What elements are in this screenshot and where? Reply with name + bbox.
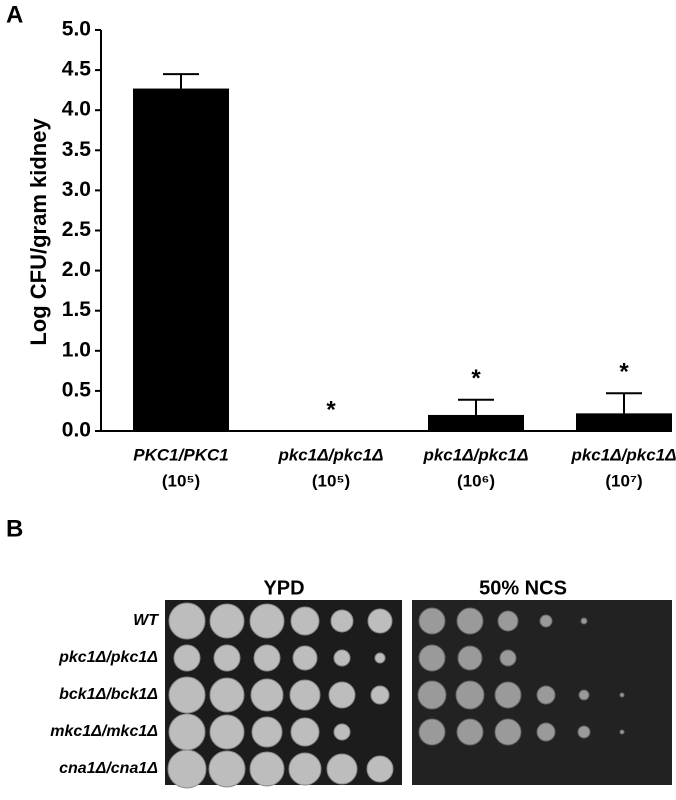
spot [289, 679, 321, 711]
spot [370, 685, 390, 705]
spots [167, 602, 625, 789]
spot [209, 714, 245, 750]
spot [326, 753, 358, 785]
y-tick-label: 0.0 [62, 419, 91, 442]
spot [577, 725, 591, 739]
spot [580, 617, 588, 625]
spot [619, 692, 625, 698]
bar [133, 88, 229, 432]
x-tick-sublabel: (10⁵) [312, 471, 350, 490]
spot [209, 677, 245, 713]
spot [497, 610, 519, 632]
spot [418, 718, 446, 746]
spot [418, 607, 446, 635]
spot [250, 678, 284, 712]
spot [292, 645, 318, 671]
x-tick-label: PKC1/PKC1 [133, 445, 228, 464]
x-tick-sublabel: (10⁵) [162, 471, 200, 490]
spot [168, 713, 206, 751]
error-bar [163, 73, 199, 89]
x-tick-label: pkc1Δ/pkc1Δ [277, 445, 383, 464]
column-label: 50% NCS [479, 577, 567, 599]
spot [251, 716, 283, 748]
significance-label: * [326, 396, 336, 423]
x-tick-sublabel: (10⁷) [605, 471, 642, 490]
spot [417, 680, 447, 710]
bar [576, 413, 672, 431]
spot [168, 676, 206, 714]
y-tick-label: 0.5 [62, 378, 92, 401]
error-bar [458, 398, 494, 415]
spot [333, 649, 351, 667]
spot [253, 644, 281, 672]
y-tick-label: 1.5 [62, 298, 92, 321]
spot [249, 751, 285, 787]
column-label: YPD [263, 577, 304, 599]
x-tick-label: pkc1Δ/pkc1Δ [570, 445, 676, 464]
y-tick-label: 3.5 [62, 138, 92, 161]
spot [333, 723, 351, 741]
spot [288, 752, 322, 786]
spot [457, 645, 483, 671]
spot [374, 652, 386, 664]
bar [428, 414, 524, 431]
y-tick-label: 2.0 [62, 258, 91, 281]
y-tick-label: 1.0 [62, 338, 91, 361]
y-tick-label: 4.5 [62, 58, 92, 81]
spot [455, 680, 485, 710]
spot [290, 606, 320, 636]
spot [367, 608, 393, 634]
spot [213, 644, 241, 672]
spot [173, 644, 201, 672]
y-tick-label: 5.0 [62, 18, 91, 41]
y-axis-label: Log CFU/gram kidney [26, 118, 51, 346]
row-label: bck1Δ/bck1Δ [59, 686, 158, 703]
row-label: mkc1Δ/mkc1Δ [50, 723, 158, 740]
x-tick-label: pkc1Δ/pkc1Δ [422, 445, 528, 464]
spot [619, 729, 625, 735]
spot [249, 603, 285, 639]
y-tick-label: 3.0 [62, 178, 91, 201]
significance-label: * [619, 359, 629, 386]
spot [494, 718, 522, 746]
spot [366, 755, 394, 783]
spot [578, 689, 590, 701]
panel-label: B [6, 515, 23, 542]
panel-label: A [6, 1, 23, 28]
spot [456, 718, 484, 746]
spot [328, 681, 356, 709]
spot [536, 722, 556, 742]
spot [208, 750, 246, 788]
spot [539, 614, 553, 628]
row-label: cna1Δ/cna1Δ [59, 760, 158, 777]
spot [536, 685, 556, 705]
row-label: WT [133, 612, 159, 629]
spot [290, 717, 320, 747]
row-label: pkc1Δ/pkc1Δ [58, 649, 158, 666]
spot [167, 749, 207, 789]
y-tick-label: 2.5 [62, 218, 92, 241]
spot [456, 607, 484, 635]
spot [494, 681, 522, 709]
x-tick-sublabel: (10⁶) [457, 471, 495, 490]
error-bar [606, 392, 642, 414]
significance-label: * [471, 365, 481, 392]
spot [209, 603, 245, 639]
spot [499, 649, 517, 667]
spot [168, 602, 206, 640]
spot [330, 609, 354, 633]
spot [418, 644, 446, 672]
y-tick-label: 4.0 [62, 98, 91, 121]
